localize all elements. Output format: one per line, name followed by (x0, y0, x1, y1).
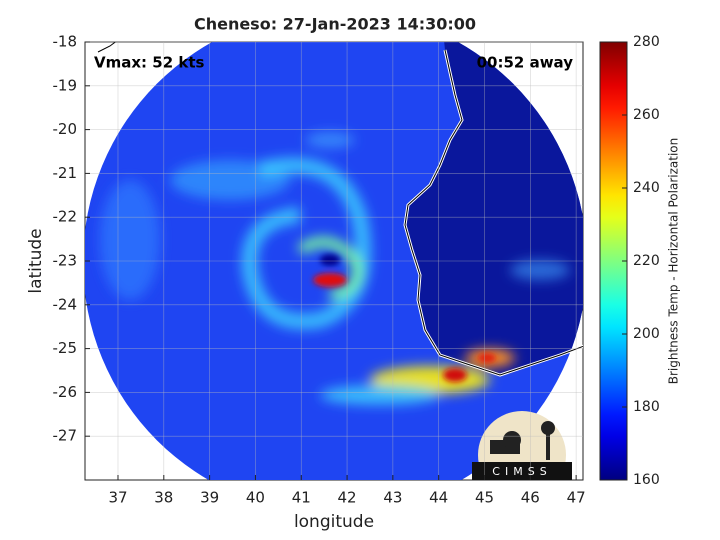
y-tick-label: -20 (53, 120, 78, 138)
annotation: Vmax: 52 kts (94, 54, 204, 72)
logo-text: CIMSS (492, 465, 551, 478)
colorbar-tick-label: 200 (633, 326, 660, 342)
colorbar-tick-label: 240 (633, 180, 660, 196)
x-tick-label: 44 (429, 489, 448, 507)
y-tick-label: -21 (53, 164, 78, 182)
y-tick-label: -25 (53, 339, 78, 357)
colorbar-tick-label: 220 (633, 253, 660, 269)
logo: CIMSS (472, 411, 572, 480)
y-tick-label: -18 (53, 33, 78, 51)
x-tick-label: 46 (521, 489, 540, 507)
x-tick-label: 38 (154, 489, 173, 507)
x-tick-label: 45 (475, 489, 494, 507)
x-tick-label: 42 (338, 489, 357, 507)
chart-title: Cheneso: 27-Jan-2023 14:30:00 (194, 15, 476, 34)
x-tick-label: 37 (108, 489, 127, 507)
colorbar-label: Brightness Temp - Horizontal Polarizatio… (667, 138, 681, 385)
x-tick-label: 40 (246, 489, 265, 507)
x-tick-label: 39 (200, 489, 219, 507)
y-tick-label: -24 (53, 295, 78, 313)
y-tick-label: -23 (53, 252, 78, 270)
colorbar-tick-label: 260 (633, 107, 660, 123)
annotation: 00:52 away (477, 54, 574, 72)
x-tick-label: 41 (292, 489, 311, 507)
y-tick-label: -26 (53, 383, 78, 401)
y-tick-label: -27 (53, 427, 78, 445)
y-axis-label: latitude (26, 228, 46, 293)
colorbar-tick-label: 180 (633, 399, 660, 415)
x-tick-label: 43 (383, 489, 402, 507)
colorbar-tick-label: 280 (633, 34, 660, 50)
colorbar-tick-label: 160 (633, 472, 660, 488)
x-axis-label: longitude (294, 512, 374, 532)
y-tick-label: -22 (53, 208, 78, 226)
x-tick-label: 47 (567, 489, 586, 507)
y-tick-label: -19 (53, 76, 78, 94)
imagery: CIMSS (85, 42, 583, 480)
